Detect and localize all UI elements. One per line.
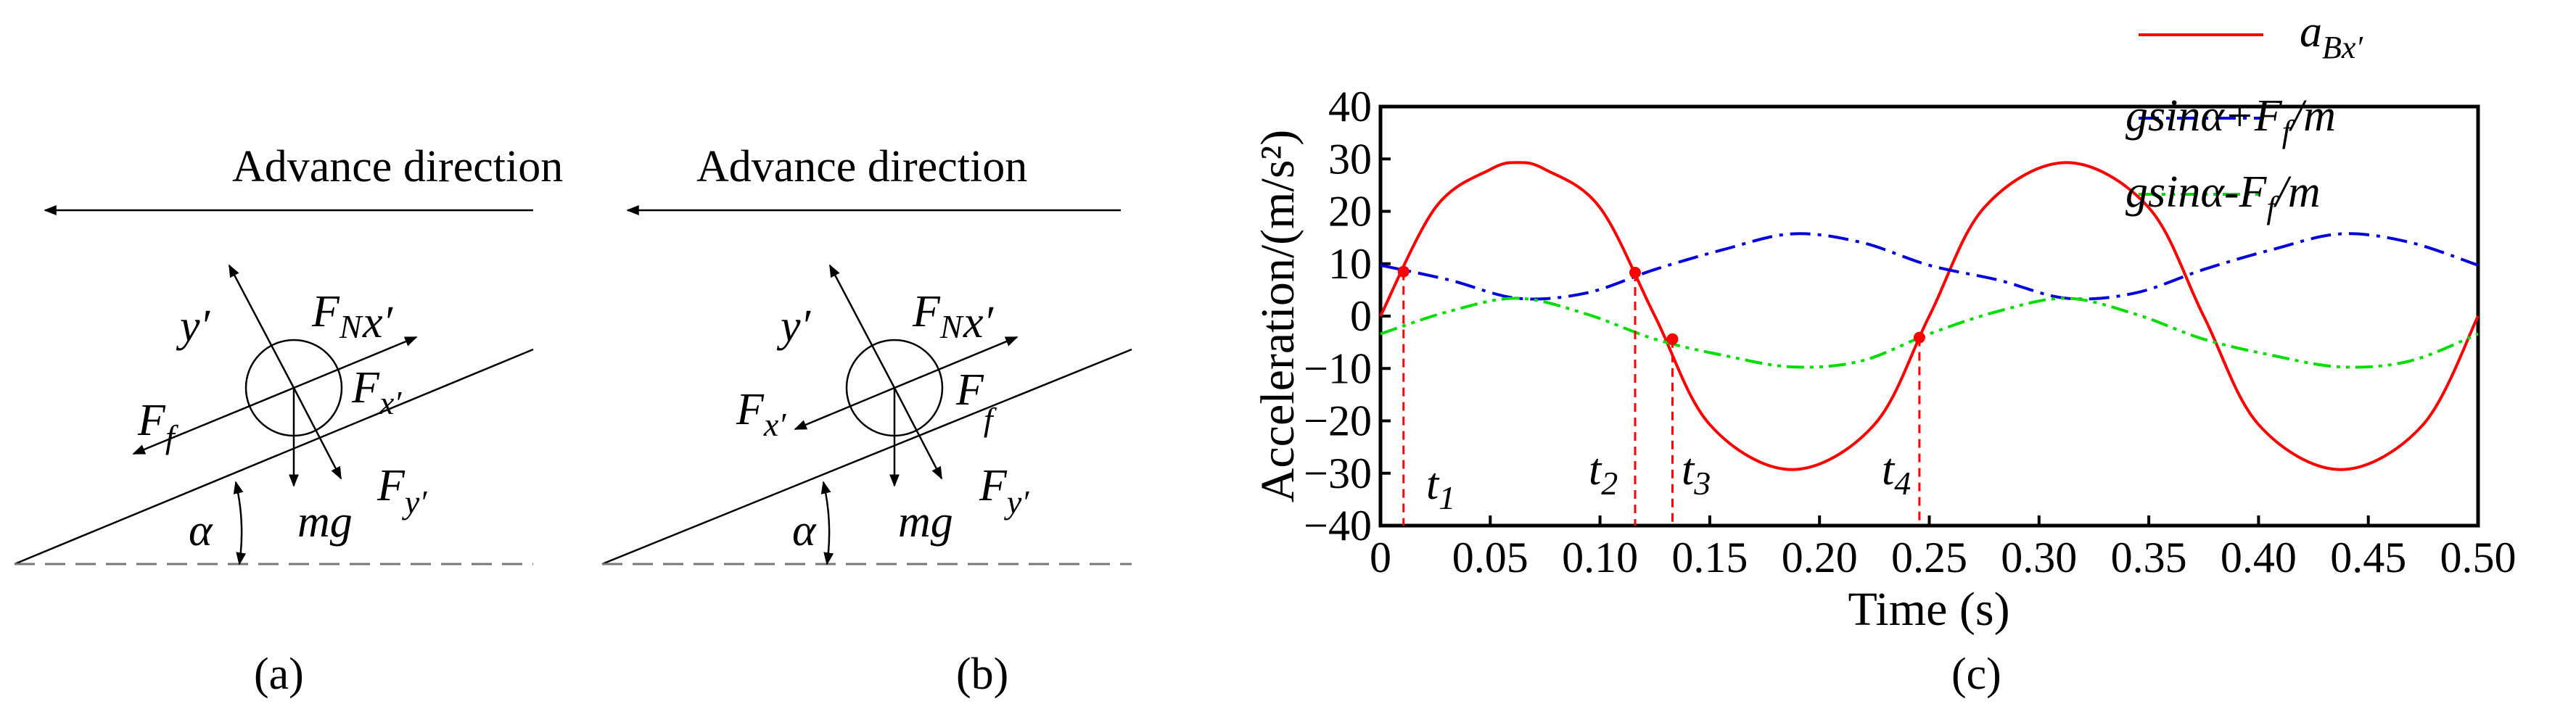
fn-label-b: FN bbox=[912, 287, 964, 345]
x-tick-label: 0.20 bbox=[1782, 534, 1858, 581]
series-line-0 bbox=[1379, 161, 2480, 471]
y-tick-label: 40 bbox=[1328, 83, 1372, 130]
caption-b: (b) bbox=[956, 650, 1008, 699]
fy-arrow-a bbox=[292, 387, 342, 480]
friction-force-arrow-a bbox=[132, 386, 295, 455]
fx-label-b: Fx′ bbox=[736, 385, 786, 443]
legend: aBx′ gsinα+Ff/m gsinα-Ff/m bbox=[2126, 7, 2363, 225]
caption-c: (c) bbox=[1951, 650, 2001, 699]
y-tick-label: 30 bbox=[1328, 135, 1372, 183]
y-tick-label: −30 bbox=[1304, 449, 1372, 497]
event-markers bbox=[1397, 265, 1925, 526]
marker-point-t3 bbox=[1666, 333, 1679, 345]
angle-arc-a bbox=[233, 481, 247, 565]
angle-arc-b bbox=[820, 481, 834, 565]
y-tick-label: 0 bbox=[1350, 292, 1372, 340]
series-line-2 bbox=[1380, 297, 2479, 369]
event-label-t1: t1 bbox=[1426, 460, 1455, 516]
x-ticks: 0 0.05 0.10 0.15 0.20 0.25 0.30 0.35 0.40 0.45 0.5… bbox=[1370, 515, 2517, 581]
x-tick-label: 0.40 bbox=[2221, 534, 2297, 581]
legend-label-gsin-plus: gsinα+Ff/m bbox=[2126, 91, 2336, 149]
caption-a: (a) bbox=[254, 650, 304, 699]
ff-label-a: Ff bbox=[137, 396, 179, 455]
y-prime-axis-b bbox=[828, 264, 896, 389]
marker-point-t4 bbox=[1913, 331, 1925, 344]
y-tick-label: 20 bbox=[1328, 188, 1372, 236]
panel-b: Advance direction α y′ FN x′ Fx′ Ff mg F… bbox=[601, 142, 1132, 699]
incline-a bbox=[14, 348, 534, 565]
fy-label-a: Fy′ bbox=[376, 461, 427, 521]
x-tick-label: 0.30 bbox=[2001, 534, 2077, 581]
series-line-1 bbox=[1380, 232, 2479, 301]
x-prime-label-a: x′ bbox=[362, 298, 394, 347]
fx-label-a: Fx′ bbox=[351, 363, 402, 421]
fy-label-b: Fy′ bbox=[979, 461, 1029, 521]
y-tick-label: 10 bbox=[1328, 240, 1372, 288]
x-tick-label: 0.35 bbox=[2111, 534, 2187, 581]
x-tick-label: 0.50 bbox=[2440, 534, 2517, 581]
fx-arrow-b bbox=[794, 386, 895, 431]
x-tick-label: 0 bbox=[1370, 534, 1391, 581]
advance-direction-label-a: Advance direction bbox=[232, 142, 563, 191]
fy-arrow-b bbox=[893, 387, 943, 480]
legend-label-gsin-minus: gsinα-Ff/m bbox=[2126, 167, 2321, 225]
x-tick-label: 0.10 bbox=[1562, 534, 1638, 581]
y-axis-label: Acceleration/(m/s²) bbox=[1251, 130, 1304, 503]
advance-direction-label-b: Advance direction bbox=[696, 142, 1027, 191]
marker-point-t1 bbox=[1397, 265, 1410, 278]
y-prime-label-b: y′ bbox=[776, 302, 812, 351]
y-prime-label-a: y′ bbox=[176, 302, 211, 351]
alpha-label-a: α bbox=[189, 506, 213, 555]
x-axis-label: Time (s) bbox=[1848, 583, 2009, 636]
panel-a: Advance direction α y′ FN x′ Ff Fx′ mg F… bbox=[14, 142, 563, 699]
fn-label-a: FN bbox=[311, 287, 363, 345]
y-tick-label: −10 bbox=[1304, 344, 1372, 392]
incline-b bbox=[601, 348, 1132, 565]
series-layer bbox=[1379, 161, 2480, 471]
y-tick-label: −20 bbox=[1304, 397, 1372, 445]
x-prime-axis-a bbox=[293, 336, 418, 389]
x-tick-label: 0.05 bbox=[1452, 534, 1528, 581]
x-prime-label-b: x′ bbox=[963, 298, 995, 347]
alpha-label-b: α bbox=[792, 506, 817, 555]
y-tick-label: −40 bbox=[1304, 502, 1372, 550]
marker-point-t2 bbox=[1629, 267, 1642, 279]
ff-label-b: Ff bbox=[955, 365, 997, 438]
mg-label-b: mg bbox=[898, 497, 953, 547]
y-prime-axis-a bbox=[228, 264, 295, 389]
event-label-t4: t4 bbox=[1882, 445, 1911, 502]
x-tick-label: 0.45 bbox=[2330, 534, 2406, 581]
legend-label-a-bx: aBx′ bbox=[2300, 7, 2363, 65]
mg-label-a: mg bbox=[297, 497, 353, 547]
x-tick-label: 0.25 bbox=[1891, 534, 1967, 581]
x-prime-axis-b bbox=[894, 336, 1019, 389]
x-tick-label: 0.15 bbox=[1671, 534, 1748, 581]
event-label-t3: t3 bbox=[1682, 445, 1711, 502]
event-label-t2: t2 bbox=[1589, 445, 1618, 502]
